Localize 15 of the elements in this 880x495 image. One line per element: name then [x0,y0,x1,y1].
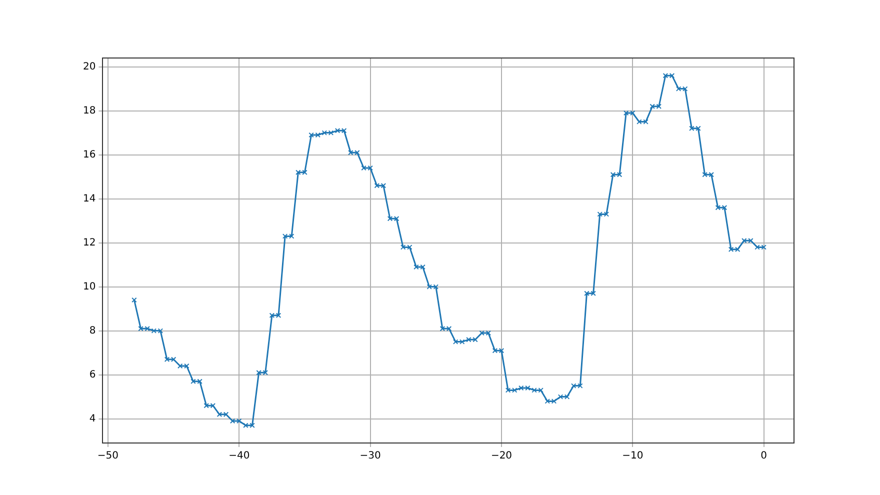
y-tick-label: 8 [89,325,96,336]
y-tick-label: 12 [82,237,96,248]
y-tick-label: 20 [82,61,96,72]
x-tick-label: −20 [490,450,512,462]
x-tick-label: −10 [622,450,644,462]
x-tick-label: −30 [360,450,381,462]
x-tick-label: −40 [228,450,250,462]
x-tick-label: 0 [760,450,768,462]
x-tick-label: −50 [97,450,119,462]
y-tick-label: 10 [82,281,96,292]
y-tick-label: 6 [89,369,96,380]
y-tick-label: 4 [89,413,96,424]
y-tick-label: 16 [82,149,96,160]
y-tick-label: 14 [82,193,96,204]
y-tick-label: 18 [82,105,96,116]
